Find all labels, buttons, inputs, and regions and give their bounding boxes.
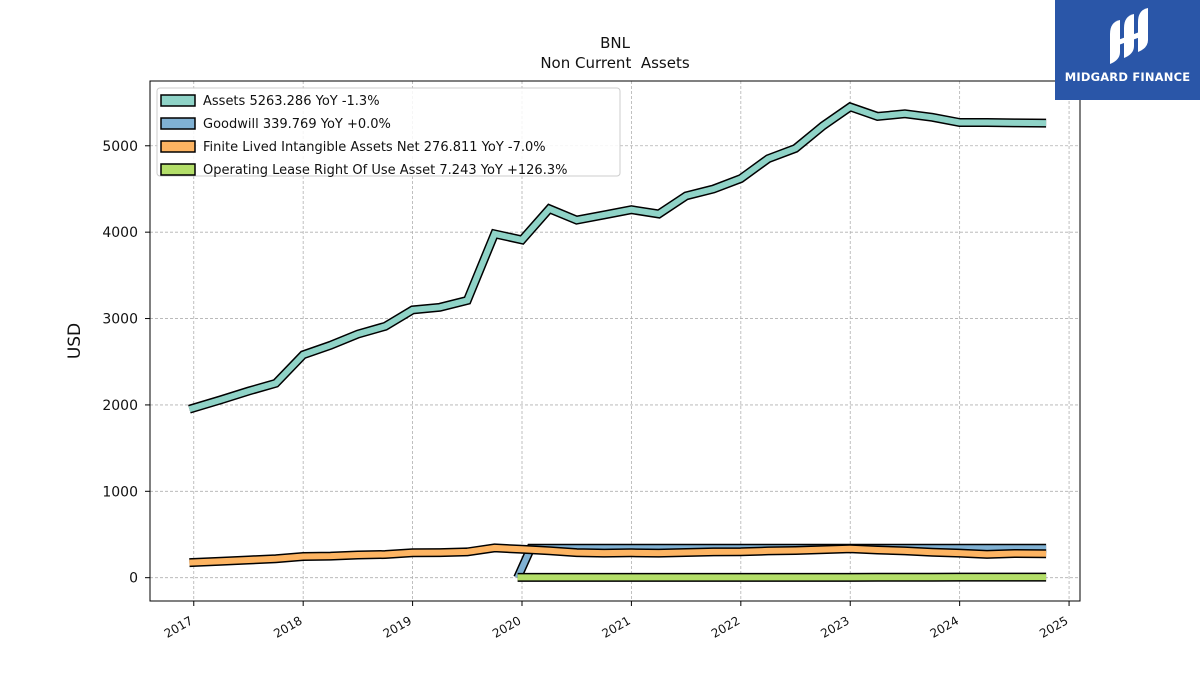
- legend-label-3: Operating Lease Right Of Use Asset 7.243…: [203, 163, 567, 178]
- legend-label-0: Assets 5263.286 YoY -1.3%: [203, 94, 380, 109]
- x-tick-label: 2024: [928, 613, 961, 640]
- legend-label-1: Goodwill 339.769 YoY +0.0%: [203, 117, 391, 132]
- midgard-logo-icon: [1110, 8, 1148, 64]
- y-tick-label: 5000: [102, 139, 138, 155]
- y-tick-label: 1000: [102, 484, 138, 500]
- y-tick-label: 3000: [102, 312, 138, 328]
- series-line-2: [189, 544, 1047, 566]
- y-axis-label: USD: [65, 323, 85, 359]
- y-tick-label: 0: [129, 571, 138, 587]
- legend-swatch-2: [160, 140, 196, 153]
- x-tick-label: 2021: [599, 613, 632, 640]
- series-lines: [188, 101, 1047, 582]
- legend-swatch-0: [160, 94, 196, 107]
- legend: Assets 5263.286 YoY -1.3% Goodwill 339.76…: [156, 87, 621, 178]
- x-tick-label: 2020: [490, 613, 523, 640]
- x-tick-label: 2025: [1037, 613, 1070, 640]
- chart-title: BNL: [600, 34, 631, 52]
- brand-logo: MIDGARD FINANCE: [1055, 0, 1200, 100]
- x-tick-label: 2019: [381, 613, 414, 640]
- brand-name: MIDGARD FINANCE: [1064, 70, 1191, 84]
- x-tick-label: 2017: [162, 613, 195, 640]
- y-tick-label: 4000: [102, 225, 138, 241]
- series-line-0: [188, 103, 1047, 413]
- x-tick-label: 2022: [709, 613, 742, 640]
- plot-frame: [149, 80, 1081, 602]
- legend-label-2: Finite Lived Intangible Assets Net 276.8…: [203, 140, 546, 155]
- chart-subtitle: Non Current Assets: [540, 54, 690, 72]
- legend-box: [156, 87, 621, 177]
- x-tick-label: 2018: [271, 613, 304, 640]
- x-tick-label: 2023: [818, 613, 851, 640]
- y-tick-label: 2000: [102, 398, 138, 414]
- legend-swatch-3: [160, 163, 196, 176]
- legend-swatch-1: [160, 117, 196, 130]
